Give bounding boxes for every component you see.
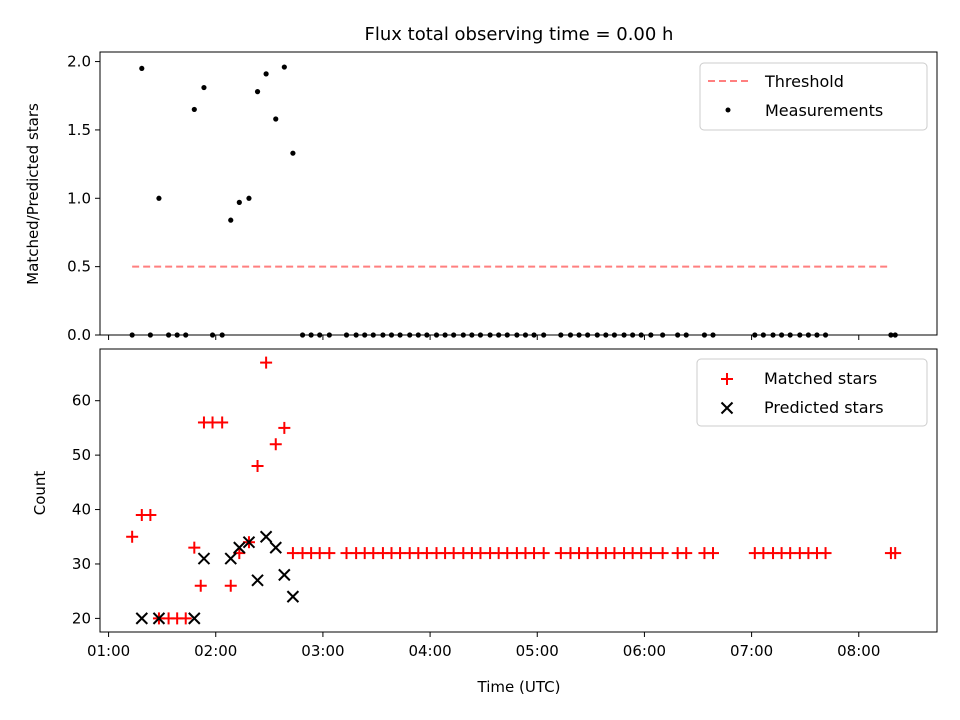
matched-stars-point <box>644 547 657 560</box>
measurements-point <box>201 84 207 91</box>
measurements-point <box>263 71 269 77</box>
predicted-stars-point <box>286 590 300 603</box>
measurements-point <box>254 89 261 95</box>
x-tick-label: 01:00 <box>87 642 130 660</box>
predicted-stars-point <box>197 552 211 565</box>
measurements-point <box>281 64 287 70</box>
matched-stars-point <box>889 547 902 560</box>
x-tick-label: 02:00 <box>194 642 237 660</box>
matched-stars-point <box>194 579 207 592</box>
ratio-y-tick-label: 1.0 <box>67 189 91 207</box>
legend-matched-label: Matched stars <box>764 369 877 388</box>
matched-stars-point <box>819 547 832 560</box>
legend-threshold-label: Threshold <box>764 72 844 91</box>
matched-stars-point <box>126 530 139 543</box>
predicted-stars-point <box>251 574 264 587</box>
counts-y-tick-label: 20 <box>72 609 91 627</box>
measurements-point <box>139 65 145 72</box>
matched-stars-point <box>260 356 273 369</box>
predicted-stars-point <box>188 612 201 625</box>
measurements-point <box>290 150 296 156</box>
predicted-stars-point <box>269 541 282 554</box>
ratio-y-tick-label: 0.5 <box>67 258 91 276</box>
counts-y-tick-label: 40 <box>72 501 91 519</box>
counts-y-tick-label: 60 <box>72 392 91 410</box>
measurements-point <box>191 106 197 113</box>
counts-x-axis-label: Time (UTC) <box>477 678 561 696</box>
ratio-y-tick-label: 2.0 <box>67 53 91 71</box>
counts-y-tick-label: 30 <box>72 555 91 573</box>
legend-measurements-label: Measurements <box>765 101 883 120</box>
predicted-stars-point <box>224 552 237 565</box>
predicted-stars-point <box>135 612 149 625</box>
measurements-point <box>156 195 162 201</box>
legend-measurements-swatch <box>725 107 731 113</box>
counts-legend-box <box>696 358 928 427</box>
predicted-stars-point <box>233 541 246 554</box>
ratio-y-axis-label: Matched/Predicted stars <box>24 103 42 285</box>
ratio-y-tick-label: 0.0 <box>67 326 91 344</box>
x-tick-label: 06:00 <box>623 642 666 660</box>
matched-stars-point <box>144 508 157 521</box>
legend-matched-swatch <box>721 373 733 385</box>
counts-y-axis-label: Count <box>31 471 49 516</box>
matched-stars-point <box>707 547 720 560</box>
matched-stars-point <box>188 541 201 554</box>
predicted-stars-point <box>278 568 291 582</box>
matched-stars-point <box>680 547 693 560</box>
legend-predicted-swatch <box>720 401 734 415</box>
matched-stars-point <box>278 421 291 434</box>
matched-stars-point <box>224 579 237 592</box>
counts-axes-frame <box>99 348 938 633</box>
x-tick-label: 04:00 <box>408 642 451 660</box>
ratio-axes-frame <box>99 51 938 336</box>
counts-axes: 20 30 40 50 60 01:00 02:00 03:00 04:00 05:00 06:00… <box>72 392 880 660</box>
ratio-legend-box <box>699 62 928 131</box>
x-tick-label: 05:00 <box>516 642 559 660</box>
ratio-legend: Threshold Measurements <box>699 62 928 131</box>
matched-stars-point <box>216 416 229 429</box>
counts-legend: Matched stars Predicted stars <box>696 358 928 427</box>
x-tick-label: 07:00 <box>730 642 773 660</box>
x-tick-label: 08:00 <box>837 642 880 660</box>
x-tick-label: 03:00 <box>301 642 344 660</box>
matched-stars-point <box>179 612 192 625</box>
predicted-stars-point <box>152 612 166 625</box>
measurements-point <box>236 199 242 205</box>
ratio-axes: 0.0 0.5 1.0 1.5 2.0 <box>67 53 860 344</box>
counts-y-tick-label: 50 <box>72 446 91 464</box>
matched-stars-point <box>251 460 264 473</box>
legend-predicted-label: Predicted stars <box>764 398 884 417</box>
measurements-point <box>273 116 279 122</box>
matched-stars-point <box>656 547 669 560</box>
matched-stars-point <box>269 438 282 451</box>
ratio-y-tick-label: 1.5 <box>67 121 91 139</box>
figure-title: Flux total observing time = 0.00 h <box>365 24 674 45</box>
measurements-point <box>246 195 252 201</box>
predicted-stars-point <box>259 530 273 543</box>
matched-stars-point <box>323 547 336 560</box>
counts-panel: 20 30 40 50 60 01:00 02:00 03:00 04:00 05:00 06:00… <box>31 348 938 696</box>
predicted-stars-point <box>242 535 256 549</box>
measurements-point <box>228 217 234 223</box>
matched-stars-point <box>537 547 550 560</box>
ratio-panel: 0.00.51.01.52.0 Matched/Predicted stars … <box>24 51 938 344</box>
counts-plot-area <box>126 356 902 625</box>
